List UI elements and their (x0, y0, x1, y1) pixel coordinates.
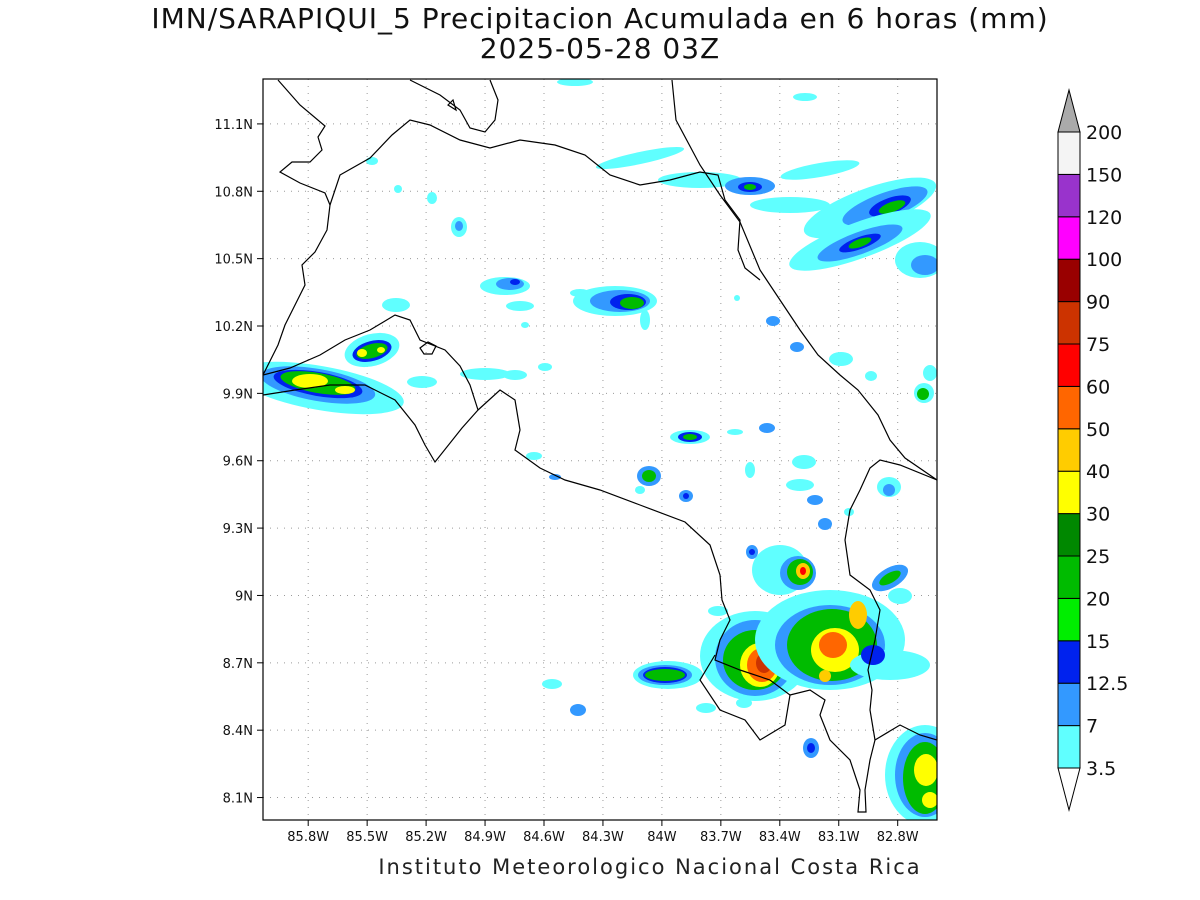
lon-tick-label: 85.5W (346, 830, 388, 845)
lon-tick-label: 85.8W (287, 830, 329, 845)
pacific-coastline (263, 79, 331, 376)
precipitation-field (263, 79, 937, 820)
lon-tick-label: 82.8W (877, 830, 919, 845)
lat-tick-label: 10.2N (214, 320, 253, 335)
latitude-axis: 11.1N 10.8N 10.5N 10.2N 9.9N 9.6N 9.3N 9N 8.7N 8.… (214, 118, 263, 807)
rain-cell-nicoya (263, 332, 437, 415)
colorbar-label: 75 (1086, 334, 1110, 356)
lake-nicaragua-shore (409, 79, 499, 133)
lon-tick-label: 85.2W (405, 830, 447, 845)
colorbar-label: 20 (1086, 588, 1110, 610)
colorbar-label: 90 (1086, 292, 1110, 314)
colorbar-swatch (1057, 682, 1081, 727)
colorbar-min-arrow (1057, 767, 1081, 812)
map-frame (262, 78, 938, 821)
colorbar-label: 100 (1086, 249, 1122, 271)
lat-tick-label: 9.3N (223, 522, 253, 537)
rain-cells-scattered (366, 157, 937, 758)
osa-peninsula-coast (789, 689, 937, 813)
colorbar-swatch (1057, 513, 1081, 557)
lon-tick-label: 83.4W (759, 830, 801, 845)
colorbar-label: 12.5 (1086, 673, 1128, 695)
colorbar-swatch (1057, 301, 1081, 345)
colorbar-label: 40 (1086, 461, 1110, 483)
lon-tick-label: 84W (647, 830, 677, 845)
colorbar-label: 150 (1086, 164, 1122, 186)
lat-tick-label: 8.4N (223, 724, 253, 739)
nicoya-gulf-coast (263, 314, 479, 464)
chira-island-outline (419, 341, 437, 355)
colorbar-swatch (1057, 173, 1081, 218)
lat-tick-label: 11.1N (214, 118, 253, 133)
rain-cell-southeast (885, 725, 937, 820)
lat-tick-label: 9N (235, 589, 253, 604)
colorbar-swatch (1057, 216, 1081, 260)
panama-border (844, 459, 937, 741)
caribbean-coastline (671, 79, 937, 481)
island-outline (447, 98, 458, 112)
map-datetime: 2025-05-28 03Z (479, 32, 721, 65)
nicaragua-border (329, 119, 761, 281)
colorbar-swatch (1057, 428, 1081, 472)
colorbar-label: 200 (1086, 122, 1122, 144)
map-grid (263, 79, 937, 820)
colorbar-label: 25 (1086, 546, 1110, 568)
colorbar-label: 7 (1086, 716, 1098, 738)
colorbar-swatch (1057, 640, 1081, 684)
colorbar-swatch (1057, 555, 1081, 599)
lat-tick-label: 8.7N (223, 657, 253, 672)
lat-tick-label: 10.5N (214, 253, 253, 268)
colorbar-swatch (1057, 343, 1081, 387)
lat-tick-label: 9.9N (223, 387, 253, 402)
map-title: IMN/SARAPIQUI_5 Precipitacion Acumulada … (151, 2, 1049, 35)
lat-tick-label: 10.8N (214, 185, 253, 200)
rain-cell-south-pacific (633, 545, 930, 701)
lon-tick-label: 83.7W (700, 830, 742, 845)
colorbar-label: 30 (1086, 504, 1110, 526)
colorbar-label: 60 (1086, 376, 1110, 398)
colorbar-label: 50 (1086, 419, 1110, 441)
colorbar-swatch (1057, 258, 1081, 303)
colorbar-label: 15 (1086, 631, 1110, 653)
lon-tick-label: 83.1W (818, 830, 860, 845)
colorbar: 3.5 7 12.5 15 20 25 30 40 50 60 75 90 100 120 150 200 (1057, 88, 1128, 812)
lon-tick-label: 84.3W (582, 830, 624, 845)
colorbar-label: 120 (1086, 207, 1122, 229)
colorbar-swatch (1057, 470, 1081, 515)
lon-tick-label: 84.9W (464, 830, 506, 845)
colorbar-swatch (1057, 597, 1081, 642)
rain-cell-caribbean-north (557, 79, 937, 278)
colorbar-swatch (1057, 385, 1081, 430)
coastline-borders (263, 79, 937, 813)
lon-tick-label: 84.6W (523, 830, 565, 845)
colorbar-max-arrow (1057, 88, 1081, 133)
colorbar-label: 3.5 (1086, 758, 1116, 780)
lat-tick-label: 9.6N (223, 455, 253, 470)
colorbar-swatch (1057, 725, 1081, 769)
colorbar-swatch (1057, 131, 1081, 175)
footer-credit: Instituto Meteorologico Nacional Costa R… (378, 855, 922, 879)
longitude-axis: 85.8W 85.5W 85.2W 84.9W 84.6W 84.3W 84W 83.7W 83… (287, 820, 919, 845)
central-pacific-coast (477, 389, 791, 741)
lat-tick-label: 8.1N (223, 792, 253, 807)
